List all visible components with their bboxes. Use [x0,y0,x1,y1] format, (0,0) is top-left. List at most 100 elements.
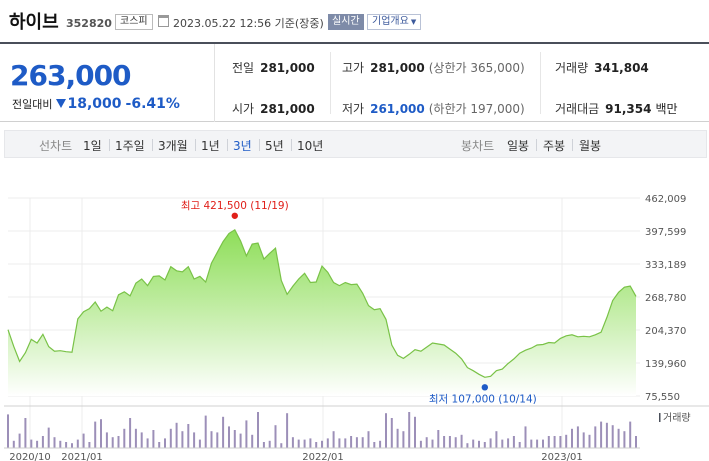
volume-bar [239,433,242,448]
volume-bar [129,418,132,448]
timestamp: 2023.05.22 12:56 기준(장중) [173,17,324,30]
volume-bar [355,437,358,448]
volume-bar [193,432,196,448]
upper-limit: (상한가 365,000) [428,61,525,75]
volume-bar [576,426,579,448]
min-annotation: 최저 107,000 (10/14) [429,393,537,405]
volume-bar [326,438,329,448]
volume-cell: 거래량 341,804 [555,59,649,76]
y-tick-label: 397,599 [645,227,686,238]
tab-1y[interactable]: 1년 [201,139,220,153]
stock-header: 하이브 352820 코스피 2023.05.22 12:56 기준(장중) 실… [0,0,709,42]
tab-3y[interactable]: 3년 [233,139,252,153]
volume-bar [437,430,440,448]
volume-bar [18,433,21,448]
volume-bar [605,422,608,448]
volume-bar [454,437,457,448]
x-tick-label: 2022/01 [302,452,344,461]
volume-bar [204,415,207,448]
volume-bar [59,440,62,448]
volume-bar [495,431,498,448]
y-tick-label: 333,189 [645,260,686,271]
lower-limit: (하한가 197,000) [428,102,525,116]
low-cell: 저가 261,000 (하한가 197,000) [342,100,525,117]
volume-label: 거래량 [555,61,589,75]
volume-bar [431,439,434,448]
volume-bar [233,430,236,448]
volume-bar [466,443,469,448]
volume-bar [82,433,85,448]
volume-bar [76,439,79,448]
volume-bar [448,436,451,448]
volume-bar [164,438,166,448]
prev-close-value: 281,000 [260,61,315,75]
volume-bar [425,437,428,448]
volume-bar [30,439,33,448]
volume-bar [123,428,126,448]
volume-bar [402,431,405,448]
volume-bar [367,431,370,448]
tab-divider [536,139,537,151]
tab-1d[interactable]: 1일 [83,139,102,153]
amount-cell: 거래대금 91,354 백만 [555,100,678,117]
volume-bar [47,427,50,448]
tab-daily[interactable]: 일봉 [507,139,530,153]
prev-close-cell: 전일 281,000 [232,59,315,76]
low-label: 저가 [342,102,365,116]
y-tick-label: 462,009 [645,194,686,205]
calendar-icon [158,15,169,27]
volume-bar [443,436,446,448]
tab-10y[interactable]: 10년 [297,139,324,153]
tab-3m[interactable]: 3개월 [158,139,188,153]
volume-bar [94,421,97,448]
change-line: 전일대비 18,000 -6.41% [12,96,180,112]
volume-bar [181,431,184,448]
volume-bar [321,440,323,448]
volume-bar [623,431,626,448]
volume-bar [344,438,347,448]
volume-bar [291,437,294,448]
max-point-marker [231,212,238,219]
tab-weekly[interactable]: 주봉 [543,139,566,153]
y-tick-label: 204,370 [645,326,686,337]
volume-bar [338,438,341,448]
volume-bar [542,439,544,448]
high-label: 고가 [342,61,365,75]
volume-bar [117,436,120,448]
price-chart[interactable]: 462,009 397,599 333,189 268,780 204,370 139,9… [0,160,709,461]
realtime-badge[interactable]: 실시간 [328,14,364,30]
volume-bar [600,421,603,448]
volume-bar [175,422,178,448]
volume-bar [483,442,486,448]
volume-bar [332,431,335,448]
tab-1w[interactable]: 1주일 [115,139,145,153]
period-tabs: 선차트 1일 1주일 3개월 1년 3년 5년 10년 봉차트 일봉 주봉 월봉 [4,130,707,158]
tab-5y[interactable]: 5년 [265,139,284,153]
open-cell: 시가 281,000 [232,100,315,117]
down-triangle-icon [56,99,67,108]
min-point-marker [481,384,489,391]
tab-monthly[interactable]: 월봉 [579,139,602,153]
stock-code: 352820 [66,17,112,30]
low-value: 261,000 [370,102,425,116]
divider [330,52,331,114]
volume-bar [315,442,318,448]
change-value: 18,000 [67,96,122,112]
volume-bar [530,439,533,448]
market-badge: 코스피 [115,14,153,30]
volume-bar [105,432,108,448]
volume-bar [309,438,312,448]
line-chart-title: 선차트 [39,139,73,153]
volume-bar [489,438,492,448]
volume-bar [361,437,364,448]
volume-bar [588,434,591,448]
volume-bar [280,443,283,448]
volume-bar [169,428,172,448]
volume-bar [146,438,149,448]
candle-chart-title: 봉차트 [461,139,495,153]
volume-bar [286,413,289,448]
volume-bar [297,439,300,448]
company-info-button[interactable]: 기업개요 ▼ [367,14,422,30]
volume-bar [222,416,225,448]
volume-bar [7,414,9,448]
